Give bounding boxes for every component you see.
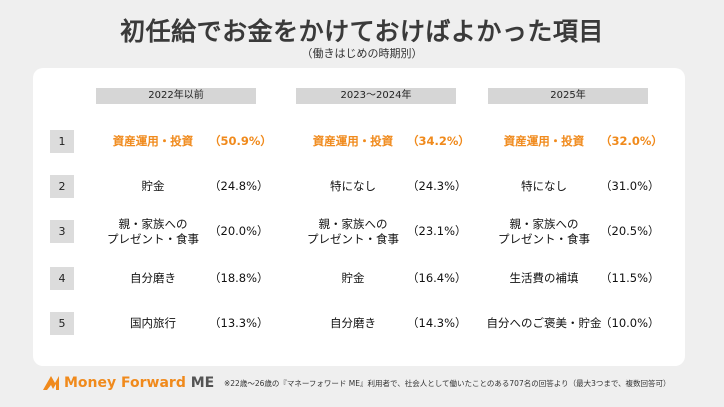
- column-header-2023-2024: 2023〜2024年: [296, 88, 456, 104]
- ranking-item-label: 貯金: [141, 179, 165, 193]
- brand-name: Money Forward ME: [64, 375, 214, 391]
- ranking-item-percentage: （24.3%）: [407, 179, 467, 193]
- brand-name-text: Money Forward: [64, 375, 186, 391]
- ranking-item-label: 資産運用・投資: [312, 134, 394, 148]
- ranking-item-percentage: （50.9%）: [209, 134, 272, 148]
- ranking-item-label: 親・家族への プレゼント・食事: [107, 216, 199, 246]
- ranking-item-percentage: （10.0%）: [600, 316, 660, 330]
- ranking-item-label: 生活費の補填: [509, 271, 579, 285]
- ranking-item-label: 資産運用・投資: [503, 134, 585, 148]
- ranking-card: 2022年以前 2023〜2024年 2025年 1 資産運用・投資 （50.9%）…: [33, 68, 685, 366]
- brand-logo: Money Forward ME: [42, 373, 214, 393]
- ranking-item-percentage: （34.2%）: [407, 134, 470, 148]
- ranking-item-percentage: （23.1%）: [407, 224, 467, 238]
- money-forward-logo-icon: [43, 376, 59, 390]
- rank-number: 3: [50, 220, 74, 243]
- column-header-2025: 2025年: [488, 88, 648, 104]
- ranking-item-percentage: （18.8%）: [209, 271, 269, 285]
- ranking-item-label: 親・家族への プレゼント・食事: [307, 216, 399, 246]
- brand-suffix: ME: [190, 375, 215, 391]
- column-header-2022: 2022年以前: [96, 88, 256, 104]
- rank-number: 2: [50, 175, 74, 198]
- page-subtitle: （働きはじめの時期別）: [301, 47, 423, 60]
- ranking-item-label: 親・家族への プレゼント・食事: [498, 216, 590, 246]
- ranking-item-percentage: （14.3%）: [407, 316, 467, 330]
- rank-number: 4: [50, 267, 74, 290]
- ranking-item-percentage: （16.4%）: [407, 271, 467, 285]
- ranking-item-percentage: （24.8%）: [209, 179, 269, 193]
- ranking-item-label: 特になし: [521, 179, 567, 193]
- ranking-item-percentage: （32.0%）: [600, 134, 663, 148]
- page-title: 初任給でお金をかけておけばよかった項目: [120, 17, 604, 46]
- ranking-item-percentage: （11.5%）: [600, 271, 660, 285]
- ranking-item-label: 自分へのご褒美・貯金: [486, 316, 602, 330]
- ranking-item-label: 資産運用・投資: [112, 134, 194, 148]
- ranking-item-label: 自分磨き: [130, 271, 176, 285]
- ranking-item-percentage: （20.5%）: [600, 224, 660, 238]
- ranking-item-label: 貯金: [341, 271, 365, 285]
- rank-number: 5: [50, 312, 74, 335]
- ranking-item-percentage: （13.3%）: [209, 316, 269, 330]
- ranking-item-label: 自分磨き: [330, 316, 376, 330]
- footnote: ※22歳〜26歳の『マネーフォワード ME』利用者で、社会人として働いたことのあ…: [224, 379, 671, 388]
- ranking-item-percentage: （20.0%）: [209, 224, 269, 238]
- ranking-item-label: 国内旅行: [130, 316, 176, 330]
- ranking-item-label: 特になし: [330, 179, 376, 193]
- rank-number: 1: [50, 130, 74, 153]
- ranking-item-percentage: （31.0%）: [600, 179, 660, 193]
